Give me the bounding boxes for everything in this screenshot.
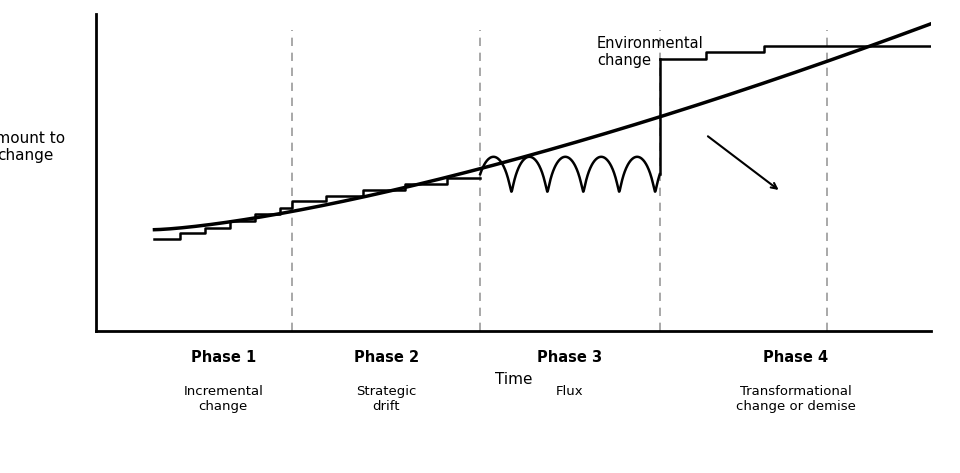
Text: Environmental
change: Environmental change — [597, 36, 704, 69]
Text: Incremental
change: Incremental change — [183, 385, 263, 413]
Text: Time: Time — [494, 372, 533, 387]
Text: Transformational
change or demise: Transformational change or demise — [735, 385, 855, 413]
Text: Phase 4: Phase 4 — [763, 350, 828, 365]
Text: Phase 1: Phase 1 — [191, 350, 256, 365]
Text: Strategic
drift: Strategic drift — [356, 385, 417, 413]
Text: Amount to
change: Amount to change — [0, 131, 65, 164]
Text: Phase 2: Phase 2 — [353, 350, 419, 365]
Text: Phase 3: Phase 3 — [538, 350, 603, 365]
Text: Flux: Flux — [556, 385, 584, 398]
